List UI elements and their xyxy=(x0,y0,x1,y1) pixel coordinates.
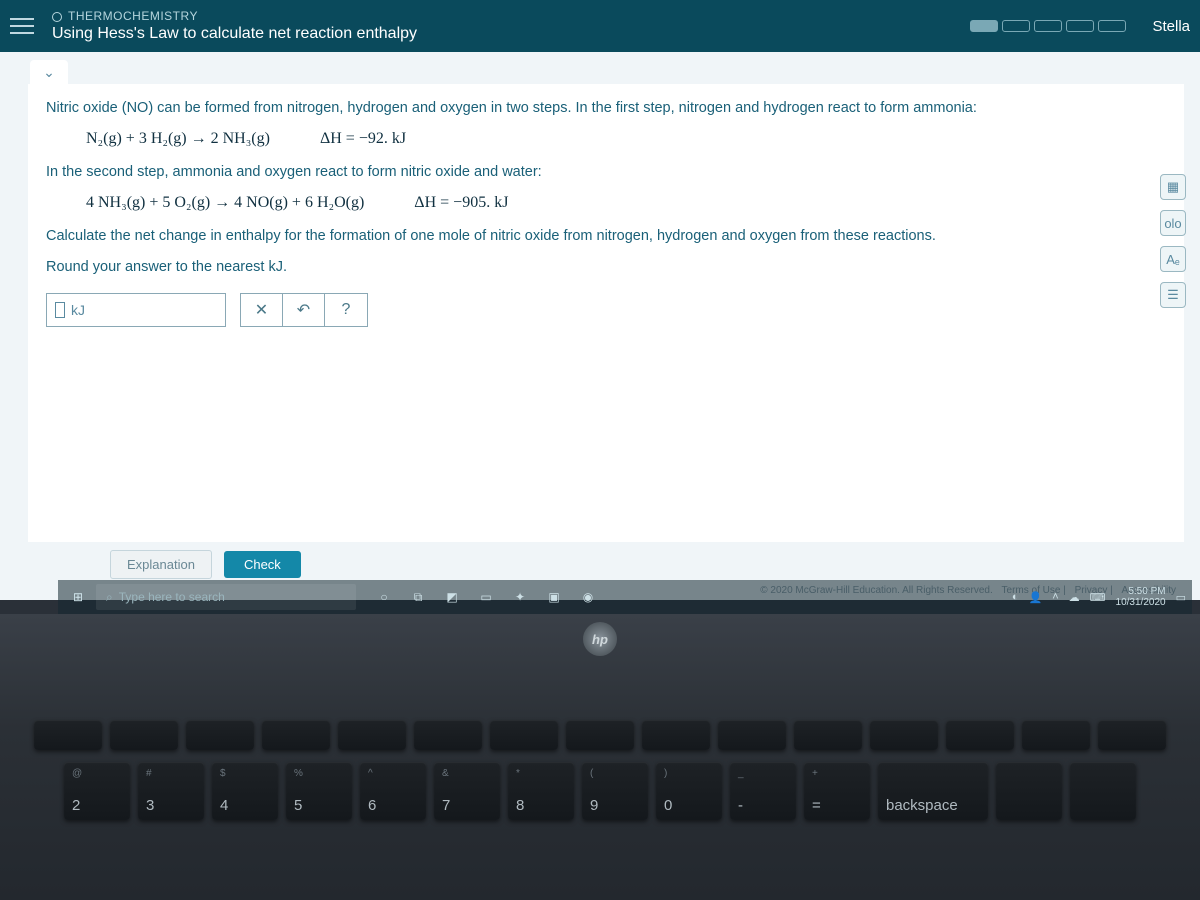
start-button[interactable]: ⊞ xyxy=(64,585,92,609)
equation-2: 4 NH₃(g) + 5 O₂(g) → 4 NO(g) + 6 H₂O(g)Δ… xyxy=(86,194,1166,212)
tray-cloud-icon[interactable]: ☁ xyxy=(1069,591,1080,604)
tray-keyboard-icon[interactable]: ⌨ xyxy=(1090,591,1106,604)
calculator-icon[interactable]: ▦ xyxy=(1160,174,1186,200)
key-extra xyxy=(996,762,1062,820)
cortana-icon[interactable]: ○ xyxy=(374,587,394,607)
fn-key xyxy=(338,720,406,750)
fn-key xyxy=(414,720,482,750)
fn-key xyxy=(110,720,178,750)
notes-icon[interactable]: ☰ xyxy=(1160,282,1186,308)
clear-button[interactable]: ✕ xyxy=(241,294,283,326)
key-2: @2 xyxy=(64,762,130,820)
app-icon-3[interactable]: ✦ xyxy=(510,587,530,607)
collapse-toggle[interactable]: ⌄ xyxy=(30,60,68,84)
system-tray[interactable]: ◐ 👤 ˄ ☁ ⌨ 5:50 PM10/31/2020 ▭ xyxy=(1012,586,1186,608)
progress-indicator xyxy=(970,20,1126,32)
fn-key xyxy=(262,720,330,750)
fn-key xyxy=(34,720,102,750)
input-tools: ✕ ↶ ? xyxy=(240,293,368,327)
windows-taskbar: ⊞ ⌕ Type here to search ○ ⧉ ◩ ▭ ✦ ▣ ◉ ◐ … xyxy=(58,580,1192,614)
prompt-line-2: Round your answer to the nearest kJ. xyxy=(46,257,1166,279)
answer-input[interactable]: kJ xyxy=(46,293,226,327)
task-view-icon[interactable]: ⧉ xyxy=(408,587,428,607)
app-icon-4[interactable]: ▣ xyxy=(544,587,564,607)
periodic-table-icon[interactable]: olo xyxy=(1160,210,1186,236)
fn-key xyxy=(642,720,710,750)
menu-icon[interactable] xyxy=(10,12,38,40)
help-button[interactable]: ? xyxy=(325,294,367,326)
key-dash: _- xyxy=(730,762,796,820)
equation-1: N₂(g) + 3 H₂(g) → 2 NH₃(g)ΔH = −92. kJ xyxy=(86,130,1166,148)
chapter-label: THERMOCHEMISTRY xyxy=(68,9,198,23)
notifications-icon[interactable]: ▭ xyxy=(1176,591,1186,604)
check-button[interactable]: Check xyxy=(224,551,301,578)
reference-icon[interactable]: Aₑ xyxy=(1160,246,1186,272)
mid-text: In the second step, ammonia and oxygen r… xyxy=(46,162,1166,184)
lesson-title: Using Hess's Law to calculate net reacti… xyxy=(52,25,952,43)
fn-key xyxy=(794,720,862,750)
fn-key xyxy=(1098,720,1166,750)
fn-key xyxy=(718,720,786,750)
key-9: (9 xyxy=(582,762,648,820)
fn-key xyxy=(946,720,1014,750)
undo-button[interactable]: ↶ xyxy=(283,294,325,326)
key-0: )0 xyxy=(656,762,722,820)
taskbar-search[interactable]: ⌕ Type here to search xyxy=(96,584,356,610)
app-icon-5[interactable]: ◉ xyxy=(578,587,598,607)
intro-text: Nitric oxide (NO) can be formed from nit… xyxy=(46,98,1166,120)
fn-key xyxy=(566,720,634,750)
keyboard: @2 #3 $4 %5 ^6 &7 *8 (9 )0 _- += backspa… xyxy=(20,720,1180,832)
taskbar-clock[interactable]: 5:50 PM10/31/2020 xyxy=(1116,586,1166,608)
user-name[interactable]: Stella xyxy=(1152,18,1190,35)
key-8: *8 xyxy=(508,762,574,820)
key-4: $4 xyxy=(212,762,278,820)
tray-icon-2[interactable]: 👤 xyxy=(1029,591,1043,604)
chapter-ring-icon xyxy=(52,12,62,22)
key-5: %5 xyxy=(286,762,352,820)
app-header: THERMOCHEMISTRY Using Hess's Law to calc… xyxy=(0,0,1200,52)
problem-panel: Nitric oxide (NO) can be formed from nit… xyxy=(28,84,1184,542)
key-7: &7 xyxy=(434,762,500,820)
search-icon: ⌕ xyxy=(106,590,113,605)
explanation-button[interactable]: Explanation xyxy=(110,550,212,579)
key-backspace: backspace xyxy=(878,762,988,820)
tray-chevron-icon[interactable]: ˄ xyxy=(1052,591,1058,603)
app-icon-1[interactable]: ◩ xyxy=(442,587,462,607)
hp-logo: hp xyxy=(583,622,617,656)
tray-icon-1[interactable]: ◐ xyxy=(1012,591,1019,603)
key-6: ^6 xyxy=(360,762,426,820)
fn-key xyxy=(186,720,254,750)
app-icon-2[interactable]: ▭ xyxy=(476,587,496,607)
key-3: #3 xyxy=(138,762,204,820)
key-equals: += xyxy=(804,762,870,820)
key-extra xyxy=(1070,762,1136,820)
fn-key xyxy=(870,720,938,750)
fn-key xyxy=(1022,720,1090,750)
prompt-line-1: Calculate the net change in enthalpy for… xyxy=(46,226,1166,248)
fn-key xyxy=(490,720,558,750)
